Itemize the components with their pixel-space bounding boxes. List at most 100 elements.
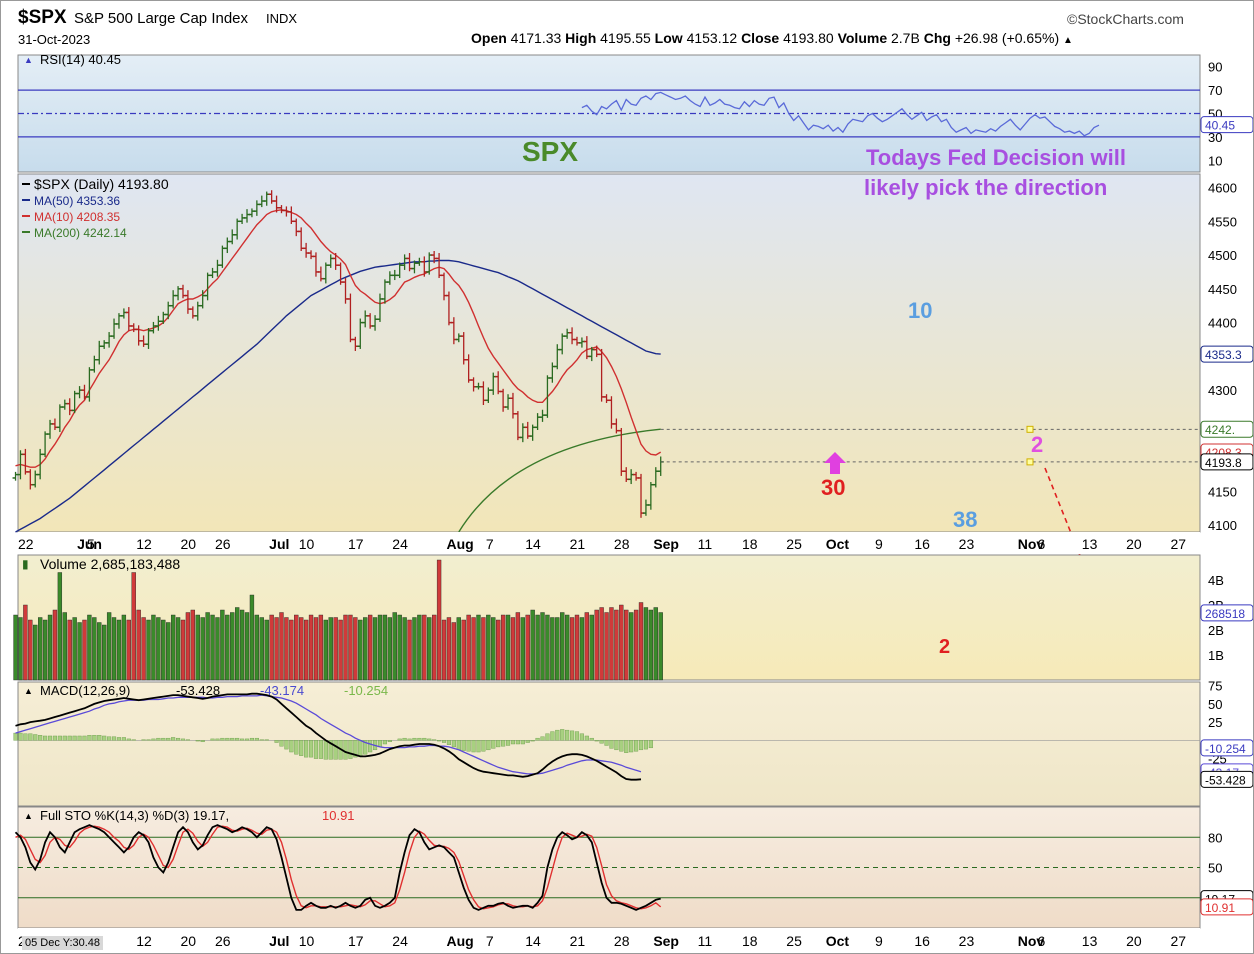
volume-bar [535, 614, 540, 681]
price-x-tick-label: 21 [570, 536, 586, 552]
price-panel [17, 173, 1201, 533]
volume-bar [225, 614, 230, 681]
volume-bar [589, 614, 594, 681]
price-x-tick-label: Aug [446, 536, 473, 552]
stochastic-d-label: 10.91 [1205, 901, 1235, 915]
macd-histogram-bar [348, 740, 353, 759]
macd-histogram-bar [328, 740, 333, 760]
volume-bar [407, 619, 412, 681]
macd-histogram-bar [126, 738, 131, 741]
macd-histogram-bar [560, 729, 565, 741]
macd-legend-value: -10.254 [344, 683, 388, 698]
volume-bar [111, 617, 117, 681]
macd-histogram-bar [72, 735, 77, 741]
volume-bar [372, 617, 378, 681]
volume-bar [175, 617, 181, 681]
macd-histogram-bar [555, 729, 560, 741]
bottom-x-tick-label: 14 [525, 933, 541, 949]
spx-annotation: SPX [522, 136, 579, 167]
volume-bar [500, 614, 506, 681]
macd-histogram-bar [57, 735, 62, 741]
volume-bar [653, 607, 658, 681]
price-tick-label: 4450 [1208, 282, 1237, 297]
rsi-tick-label: 10 [1208, 153, 1222, 168]
volume-bar [126, 619, 131, 681]
close-label: Close [741, 30, 780, 46]
macd-histogram-bar [97, 735, 102, 741]
price-x-tick-label: 10 [299, 536, 315, 552]
volume-bar [619, 604, 624, 681]
chg-value: +26.98 (+0.65%) [954, 30, 1060, 46]
macd-tick-label: 50 [1208, 697, 1222, 712]
volume-bar [560, 612, 565, 681]
volume-bar [97, 622, 102, 681]
stochastic-panel [17, 806, 1201, 929]
up-triangle-icon: ▲ [1063, 35, 1073, 46]
stochastic-legend-icon: ▲ [24, 811, 33, 821]
macd-histogram-bar [540, 736, 545, 741]
macd-histogram-bar [589, 737, 594, 741]
price-right-label: 4242. [1205, 423, 1235, 437]
price-legend-entry: $SPX (Daily) 4193.80 [34, 176, 169, 192]
volume-bar [505, 614, 511, 681]
macd-histogram-bar [131, 739, 136, 741]
fed-note-line1: Todays Fed Decision will [866, 145, 1126, 170]
bottom-x-tick-label: Sep [653, 933, 679, 949]
price-x-tick-label: 27 [1170, 536, 1186, 552]
bottom-x-tick-label: 20 [181, 933, 197, 949]
bottom-x-tick-label: 17 [348, 933, 364, 949]
volume-count-2: 2 [939, 636, 951, 658]
macd-histogram-bar [294, 740, 299, 755]
high-label: High [565, 30, 597, 46]
macd-hist-label: -10.254 [1205, 742, 1246, 756]
price-x-tick-label: Jul [269, 536, 289, 552]
volume-bar [170, 614, 176, 681]
macd-histogram-bar [185, 739, 190, 741]
volume-bar [648, 609, 654, 681]
macd-histogram-bar [33, 734, 38, 741]
volume-bar [308, 614, 314, 681]
macd-histogram-bar [274, 740, 279, 743]
macd-histogram-bar [634, 740, 639, 752]
bottom-x-tick-label: Jul [269, 933, 289, 949]
volume-bar [658, 612, 663, 681]
macd-histogram-bar [466, 740, 471, 752]
macd-histogram-bar [87, 735, 92, 741]
volume-bar [141, 617, 146, 681]
open-value: 4171.33 [510, 30, 562, 46]
fed-note-line2: likely pick the direction [864, 175, 1108, 200]
macd-histogram-bar [121, 737, 126, 741]
price-x-tick-label: 11 [698, 536, 713, 552]
rsi-tick-label: 30 [1208, 130, 1222, 145]
macd-histogram-bar [151, 738, 156, 741]
macd-histogram-bar [215, 738, 220, 741]
volume-bar [92, 617, 97, 681]
volume-bar [42, 619, 48, 681]
bottom-x-tick-label: 21 [570, 933, 586, 949]
volume-bar [136, 609, 141, 681]
high-value: 4195.55 [600, 30, 651, 46]
volume-bar [47, 614, 53, 681]
macd-histogram-bar [284, 740, 289, 750]
macd-histogram-bar [535, 737, 540, 741]
macd-histogram-bar [505, 740, 511, 746]
volume-bar [614, 609, 619, 681]
volume-bar [643, 607, 649, 681]
volume-bar [269, 614, 274, 681]
close-value: 4193.80 [783, 30, 834, 46]
count-30: 30 [821, 475, 846, 500]
count-2: 2 [1031, 432, 1044, 457]
macd-histogram-bar [570, 730, 575, 741]
macd-histogram-bar [599, 740, 604, 744]
volume-bar [427, 617, 432, 681]
bottom-x-tick-label: 10 [299, 933, 315, 949]
macd-histogram-bar [92, 735, 97, 741]
price-right-label: 4193.8 [1205, 456, 1242, 470]
chg-label: Chg [923, 30, 951, 46]
volume-bar [116, 619, 122, 681]
macd-histogram-bar [481, 740, 486, 752]
price-tick-label: 4600 [1208, 181, 1237, 196]
macd-histogram-bar [62, 735, 67, 741]
volume-bar [180, 619, 186, 681]
price-x-tick-label: 20 [1126, 536, 1142, 552]
